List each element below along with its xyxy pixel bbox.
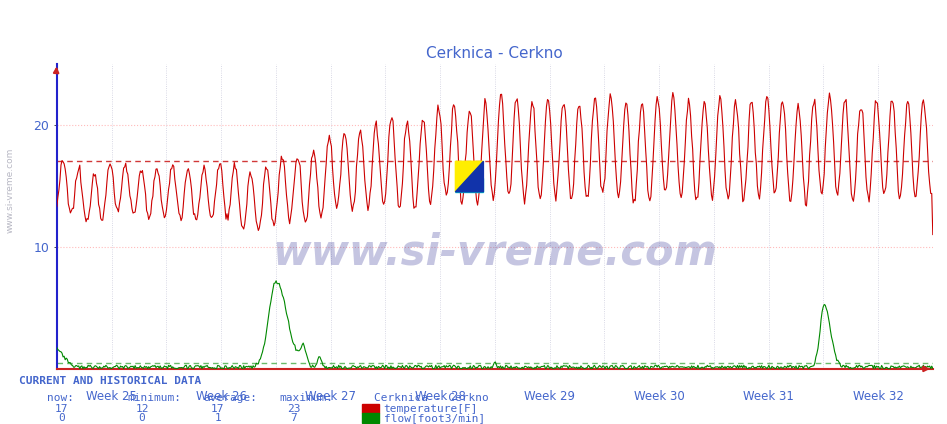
Text: minimum:: minimum: [128, 393, 182, 403]
Title: Cerknica - Cerkno: Cerknica - Cerkno [426, 46, 563, 61]
Text: Week 29: Week 29 [524, 390, 575, 403]
Text: flow[foot3/min]: flow[foot3/min] [384, 413, 485, 424]
Text: 23: 23 [287, 404, 300, 414]
Text: www.si-vreme.com: www.si-vreme.com [6, 148, 15, 234]
Text: Week 27: Week 27 [305, 390, 356, 403]
Text: Week 26: Week 26 [196, 390, 246, 403]
Text: Week 31: Week 31 [743, 390, 794, 403]
Text: 0: 0 [138, 413, 146, 424]
Text: Week 25: Week 25 [86, 390, 137, 403]
Polygon shape [456, 161, 483, 192]
Polygon shape [456, 161, 483, 192]
Text: Week 32: Week 32 [852, 390, 903, 403]
Text: 0: 0 [58, 413, 65, 424]
Text: temperature[F]: temperature[F] [384, 404, 478, 414]
Text: 12: 12 [135, 404, 149, 414]
Text: Cerknica - Cerkno: Cerknica - Cerkno [374, 393, 489, 403]
Text: 7: 7 [290, 413, 297, 424]
Text: 17: 17 [55, 404, 68, 414]
Polygon shape [456, 178, 483, 192]
Text: average:: average: [204, 393, 258, 403]
Text: maximum:: maximum: [279, 393, 333, 403]
Text: CURRENT AND HISTORICAL DATA: CURRENT AND HISTORICAL DATA [19, 376, 201, 386]
Text: now:: now: [47, 393, 75, 403]
Text: Week 28: Week 28 [415, 390, 466, 403]
Text: Week 30: Week 30 [634, 390, 685, 403]
Text: 1: 1 [214, 413, 222, 424]
Text: 17: 17 [211, 404, 224, 414]
Text: www.si-vreme.com: www.si-vreme.com [273, 232, 717, 274]
